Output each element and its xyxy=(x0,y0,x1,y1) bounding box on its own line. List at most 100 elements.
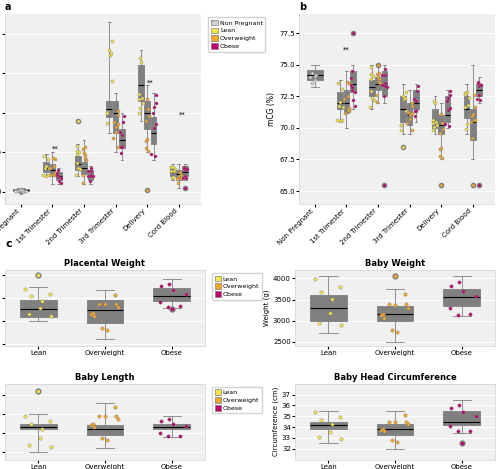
Point xyxy=(182,175,190,182)
PathPatch shape xyxy=(154,424,190,429)
Point xyxy=(408,103,416,110)
Point xyxy=(350,102,358,109)
Point xyxy=(310,408,318,416)
Point xyxy=(398,121,406,129)
Point xyxy=(459,287,467,295)
Point xyxy=(429,119,437,127)
Point xyxy=(106,51,114,59)
PathPatch shape xyxy=(350,71,356,92)
Point xyxy=(399,93,407,100)
Point xyxy=(74,151,82,158)
Point xyxy=(142,137,150,144)
Point xyxy=(138,95,146,102)
Point xyxy=(50,162,58,170)
Point xyxy=(170,165,178,173)
Point xyxy=(351,88,359,96)
Point xyxy=(118,119,126,126)
Point xyxy=(18,187,25,194)
PathPatch shape xyxy=(376,306,414,321)
Point xyxy=(344,106,351,113)
Point xyxy=(347,81,355,88)
Point xyxy=(334,79,342,86)
Point xyxy=(104,109,112,116)
Point xyxy=(373,98,381,106)
Point xyxy=(308,69,316,77)
Point xyxy=(20,285,28,293)
Point xyxy=(56,179,64,187)
Point xyxy=(468,135,476,142)
Point xyxy=(476,91,484,99)
Point xyxy=(156,298,164,306)
Point xyxy=(54,174,62,181)
Point xyxy=(144,147,152,154)
Point xyxy=(40,152,48,159)
Point xyxy=(443,97,451,105)
Point xyxy=(108,77,116,85)
PathPatch shape xyxy=(150,117,156,144)
Point xyxy=(348,83,356,91)
PathPatch shape xyxy=(106,101,112,117)
Text: c: c xyxy=(5,239,12,249)
Point xyxy=(87,164,95,172)
Point xyxy=(80,171,88,179)
Point xyxy=(454,427,462,435)
Point xyxy=(177,171,185,179)
Point xyxy=(168,167,175,175)
Text: **: ** xyxy=(178,112,186,118)
Text: **: ** xyxy=(52,145,59,151)
PathPatch shape xyxy=(86,300,124,323)
Point xyxy=(390,301,398,309)
Point xyxy=(381,65,389,73)
Y-axis label: mCG (%): mCG (%) xyxy=(268,92,276,126)
Point xyxy=(406,115,414,123)
Point xyxy=(54,166,62,174)
Point xyxy=(20,412,28,420)
Point xyxy=(379,425,387,432)
Point xyxy=(48,443,56,450)
Point xyxy=(378,71,386,79)
Point xyxy=(96,300,104,307)
Text: b: b xyxy=(299,2,306,12)
PathPatch shape xyxy=(13,189,28,191)
Point xyxy=(173,175,181,182)
Point xyxy=(176,432,184,439)
Point xyxy=(336,413,344,421)
Point xyxy=(46,418,54,425)
PathPatch shape xyxy=(438,115,444,134)
Point xyxy=(182,290,190,297)
Point xyxy=(74,148,82,155)
Point xyxy=(57,174,65,182)
Point xyxy=(182,423,190,430)
Point xyxy=(380,92,388,99)
Point xyxy=(89,309,97,317)
PathPatch shape xyxy=(375,77,381,90)
PathPatch shape xyxy=(56,172,62,180)
Point xyxy=(46,164,54,172)
Point xyxy=(142,145,150,152)
Point xyxy=(50,169,58,176)
Point xyxy=(45,165,53,172)
Point xyxy=(338,85,345,92)
Point xyxy=(396,126,404,134)
Point xyxy=(472,413,480,420)
Point xyxy=(54,177,62,184)
Point xyxy=(436,146,444,153)
Point xyxy=(88,173,96,180)
Point xyxy=(336,118,344,125)
Legend: Lean, Overweight, Obese: Lean, Overweight, Obese xyxy=(212,273,262,300)
PathPatch shape xyxy=(470,109,476,141)
Point xyxy=(81,151,89,159)
Point xyxy=(96,412,104,419)
Point xyxy=(344,92,352,100)
Point xyxy=(116,128,124,136)
PathPatch shape xyxy=(382,71,387,96)
Point xyxy=(474,80,482,87)
Point xyxy=(408,99,416,107)
Point xyxy=(114,111,122,119)
Point xyxy=(376,311,384,319)
Point xyxy=(428,126,436,134)
PathPatch shape xyxy=(75,156,80,170)
Point xyxy=(308,79,316,87)
Title: Baby Length: Baby Length xyxy=(75,372,135,382)
Point xyxy=(175,173,183,180)
